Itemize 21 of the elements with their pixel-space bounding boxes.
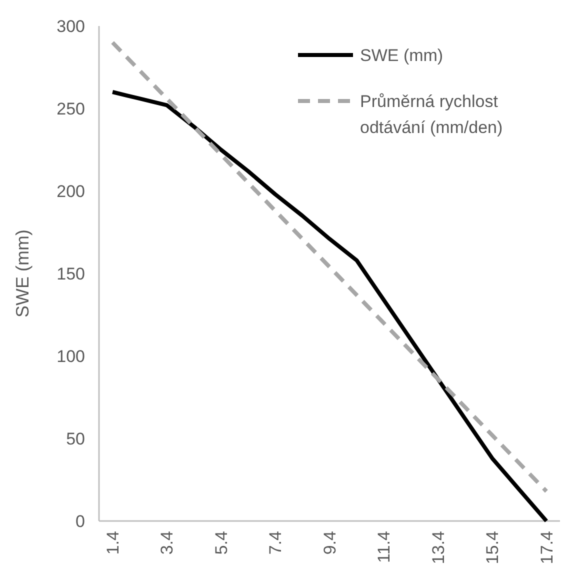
y-tick-label: 200: [56, 182, 85, 201]
y-tick-label: 300: [56, 16, 85, 36]
legend-label: Průměrná rychlost odtávání (mm/den): [360, 92, 503, 137]
y-tick-label: 50: [66, 429, 85, 448]
y-tick-label: 150: [56, 264, 85, 284]
x-tick-label: 1.4: [104, 531, 123, 555]
legend-label: SWE (mm): [360, 46, 444, 65]
x-tick-label: 9.4: [320, 531, 340, 555]
y-tick-label: 0: [76, 512, 85, 531]
x-tick-label: 7.4: [266, 531, 286, 555]
x-tick-label: 11.4: [374, 531, 394, 563]
x-tick-label: 3.4: [158, 531, 177, 555]
y-tick-label: 250: [56, 99, 85, 118]
x-tick-label: 5.4: [212, 531, 231, 555]
y-tick-label: 100: [56, 346, 85, 366]
x-tick-label: 13.4: [428, 531, 448, 564]
y-axis-title: SWE (mm): [12, 230, 32, 318]
line-series: [110, 90, 548, 523]
x-tick-label: 17.4: [537, 531, 556, 564]
line-series: [110, 40, 548, 494]
x-tick-label: 15.4: [483, 531, 502, 564]
